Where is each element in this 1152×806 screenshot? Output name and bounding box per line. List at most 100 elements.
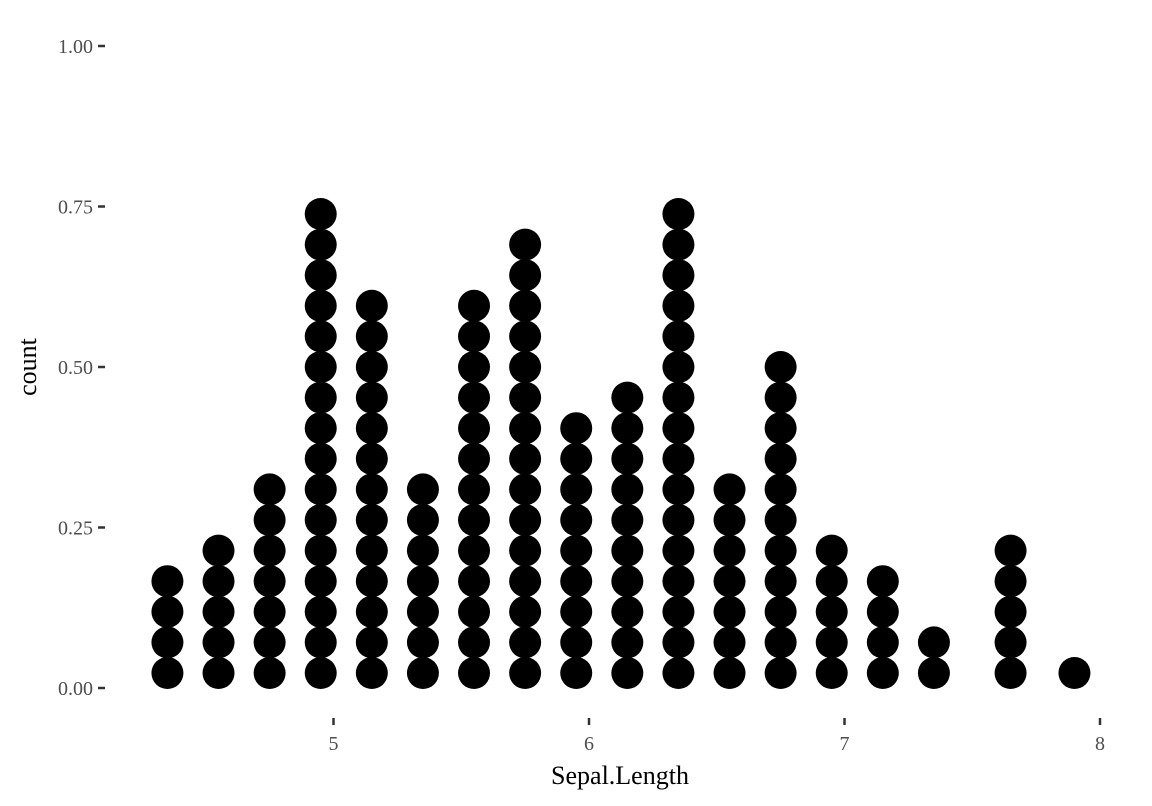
data-dot xyxy=(866,626,899,659)
y-tick-label: 0.75 xyxy=(58,197,93,219)
data-dot xyxy=(560,595,593,628)
data-dot xyxy=(560,442,593,475)
data-dot xyxy=(611,595,644,628)
data-dot xyxy=(1058,657,1091,689)
data-dot xyxy=(458,289,491,322)
data-dot xyxy=(764,381,797,414)
data-dot xyxy=(764,657,797,689)
data-dot xyxy=(458,351,491,383)
data-dot xyxy=(662,595,695,628)
data-dot xyxy=(406,657,439,689)
data-dot xyxy=(406,565,439,598)
data-dot xyxy=(509,565,542,598)
data-dot xyxy=(253,657,286,689)
data-dot xyxy=(304,198,337,230)
data-dot xyxy=(458,565,491,598)
data-dot xyxy=(994,565,1027,598)
data-dot xyxy=(406,504,439,536)
dots-layer xyxy=(151,198,1091,689)
data-dot xyxy=(509,381,542,414)
data-dot xyxy=(764,534,797,567)
data-dot xyxy=(304,259,337,292)
y-tick-label: 1.00 xyxy=(58,36,93,58)
data-dot xyxy=(509,626,542,659)
data-dot xyxy=(662,473,695,506)
data-dot xyxy=(815,565,848,598)
data-dot xyxy=(662,198,695,230)
data-dot xyxy=(304,657,337,689)
data-dot xyxy=(458,504,491,536)
data-dot xyxy=(662,289,695,322)
data-dot xyxy=(458,442,491,475)
data-dot xyxy=(560,534,593,567)
x-axis: 5 6 7 8 xyxy=(329,718,1105,755)
data-dot xyxy=(611,565,644,598)
data-dot xyxy=(994,595,1027,628)
data-dot xyxy=(662,565,695,598)
data-dot xyxy=(662,351,695,383)
data-dot xyxy=(355,289,388,322)
data-dot xyxy=(994,534,1027,567)
data-dot xyxy=(815,657,848,689)
data-dot xyxy=(304,381,337,414)
data-dot xyxy=(355,595,388,628)
data-dot xyxy=(304,626,337,659)
data-dot xyxy=(713,565,746,598)
y-tick-label: 0.00 xyxy=(58,678,93,700)
data-dot xyxy=(866,595,899,628)
data-dot xyxy=(304,442,337,475)
data-dot xyxy=(662,626,695,659)
data-dot xyxy=(355,534,388,567)
data-dot xyxy=(662,657,695,689)
data-dot xyxy=(815,595,848,628)
data-dot xyxy=(151,565,184,598)
data-dot xyxy=(355,565,388,598)
data-dot xyxy=(509,534,542,567)
data-dot xyxy=(253,504,286,536)
data-dot xyxy=(304,228,337,261)
y-tick-label: 0.25 xyxy=(58,518,93,540)
data-dot xyxy=(611,473,644,506)
data-dot xyxy=(355,626,388,659)
data-dot xyxy=(304,473,337,506)
data-dot xyxy=(917,657,950,689)
data-dot xyxy=(304,534,337,567)
data-dot xyxy=(764,626,797,659)
data-dot xyxy=(304,565,337,598)
data-dot xyxy=(509,228,542,261)
data-dot xyxy=(560,626,593,659)
y-tick-label: 0.50 xyxy=(58,357,93,379)
data-dot xyxy=(202,565,235,598)
data-dot xyxy=(560,657,593,689)
data-dot xyxy=(355,320,388,353)
data-dot xyxy=(253,565,286,598)
data-dot xyxy=(662,228,695,261)
data-dot xyxy=(406,473,439,506)
x-tick-label: 6 xyxy=(584,733,594,755)
data-dot xyxy=(713,626,746,659)
data-dot xyxy=(560,473,593,506)
data-dot xyxy=(202,595,235,628)
data-dot xyxy=(304,412,337,445)
data-dot xyxy=(662,412,695,445)
data-dot xyxy=(994,626,1027,659)
data-dot xyxy=(253,473,286,506)
data-dot xyxy=(509,320,542,353)
data-dot xyxy=(713,504,746,536)
data-dot xyxy=(458,412,491,445)
data-dot xyxy=(611,534,644,567)
data-dot xyxy=(509,442,542,475)
data-dot xyxy=(560,412,593,445)
data-dot xyxy=(917,626,950,659)
data-dot xyxy=(458,657,491,689)
data-dot xyxy=(406,595,439,628)
data-dot xyxy=(406,626,439,659)
data-dot xyxy=(355,442,388,475)
data-dot xyxy=(662,259,695,292)
data-dot xyxy=(994,657,1027,689)
data-dot xyxy=(253,534,286,567)
data-dot xyxy=(509,351,542,383)
data-dot xyxy=(764,504,797,536)
data-dot xyxy=(151,626,184,659)
